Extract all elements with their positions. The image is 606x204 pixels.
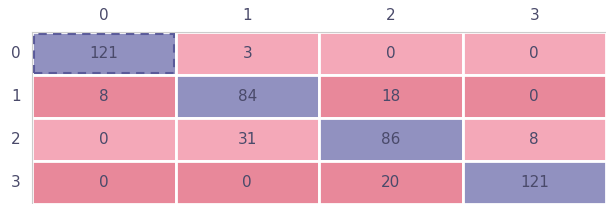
Bar bbox=[176, 32, 319, 75]
Bar bbox=[462, 75, 606, 118]
Bar bbox=[462, 161, 606, 204]
Bar bbox=[319, 161, 462, 204]
Text: 0: 0 bbox=[242, 175, 252, 190]
Text: 2: 2 bbox=[11, 132, 21, 147]
Bar bbox=[32, 161, 176, 204]
Text: 8: 8 bbox=[530, 132, 539, 147]
Bar bbox=[32, 75, 176, 118]
Bar bbox=[462, 118, 606, 161]
Text: 86: 86 bbox=[381, 132, 401, 147]
Text: 121: 121 bbox=[89, 46, 118, 61]
Text: 3: 3 bbox=[242, 46, 252, 61]
Bar bbox=[176, 118, 319, 161]
Bar bbox=[176, 75, 319, 118]
Text: 1: 1 bbox=[242, 9, 252, 23]
Text: 1: 1 bbox=[11, 89, 21, 104]
Bar bbox=[32, 32, 176, 75]
Bar bbox=[32, 118, 176, 161]
Text: 84: 84 bbox=[238, 89, 257, 104]
Text: 0: 0 bbox=[99, 9, 108, 23]
Bar bbox=[462, 32, 606, 75]
Bar bbox=[319, 118, 462, 161]
Text: 31: 31 bbox=[238, 132, 257, 147]
Text: 3: 3 bbox=[530, 9, 539, 23]
Text: 0: 0 bbox=[11, 46, 21, 61]
Text: 121: 121 bbox=[520, 175, 548, 190]
Bar bbox=[319, 32, 462, 75]
Bar bbox=[319, 75, 462, 118]
Text: 8: 8 bbox=[99, 89, 108, 104]
Bar bbox=[176, 161, 319, 204]
Bar bbox=[34, 34, 173, 73]
Text: 0: 0 bbox=[99, 175, 108, 190]
Text: 0: 0 bbox=[386, 46, 396, 61]
Text: 0: 0 bbox=[530, 89, 539, 104]
Text: 0: 0 bbox=[530, 46, 539, 61]
Text: 3: 3 bbox=[11, 175, 21, 190]
Text: 20: 20 bbox=[381, 175, 401, 190]
Text: 2: 2 bbox=[386, 9, 396, 23]
Text: 0: 0 bbox=[99, 132, 108, 147]
Text: 18: 18 bbox=[381, 89, 401, 104]
